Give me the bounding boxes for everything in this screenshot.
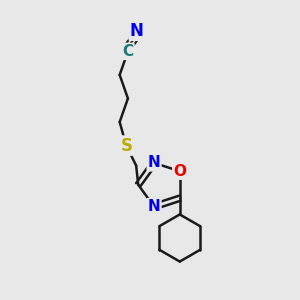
Text: N: N bbox=[130, 22, 144, 40]
Text: O: O bbox=[173, 164, 186, 179]
Text: N: N bbox=[148, 155, 160, 170]
Text: N: N bbox=[148, 199, 160, 214]
Text: S: S bbox=[120, 136, 132, 154]
Text: C: C bbox=[122, 44, 134, 59]
